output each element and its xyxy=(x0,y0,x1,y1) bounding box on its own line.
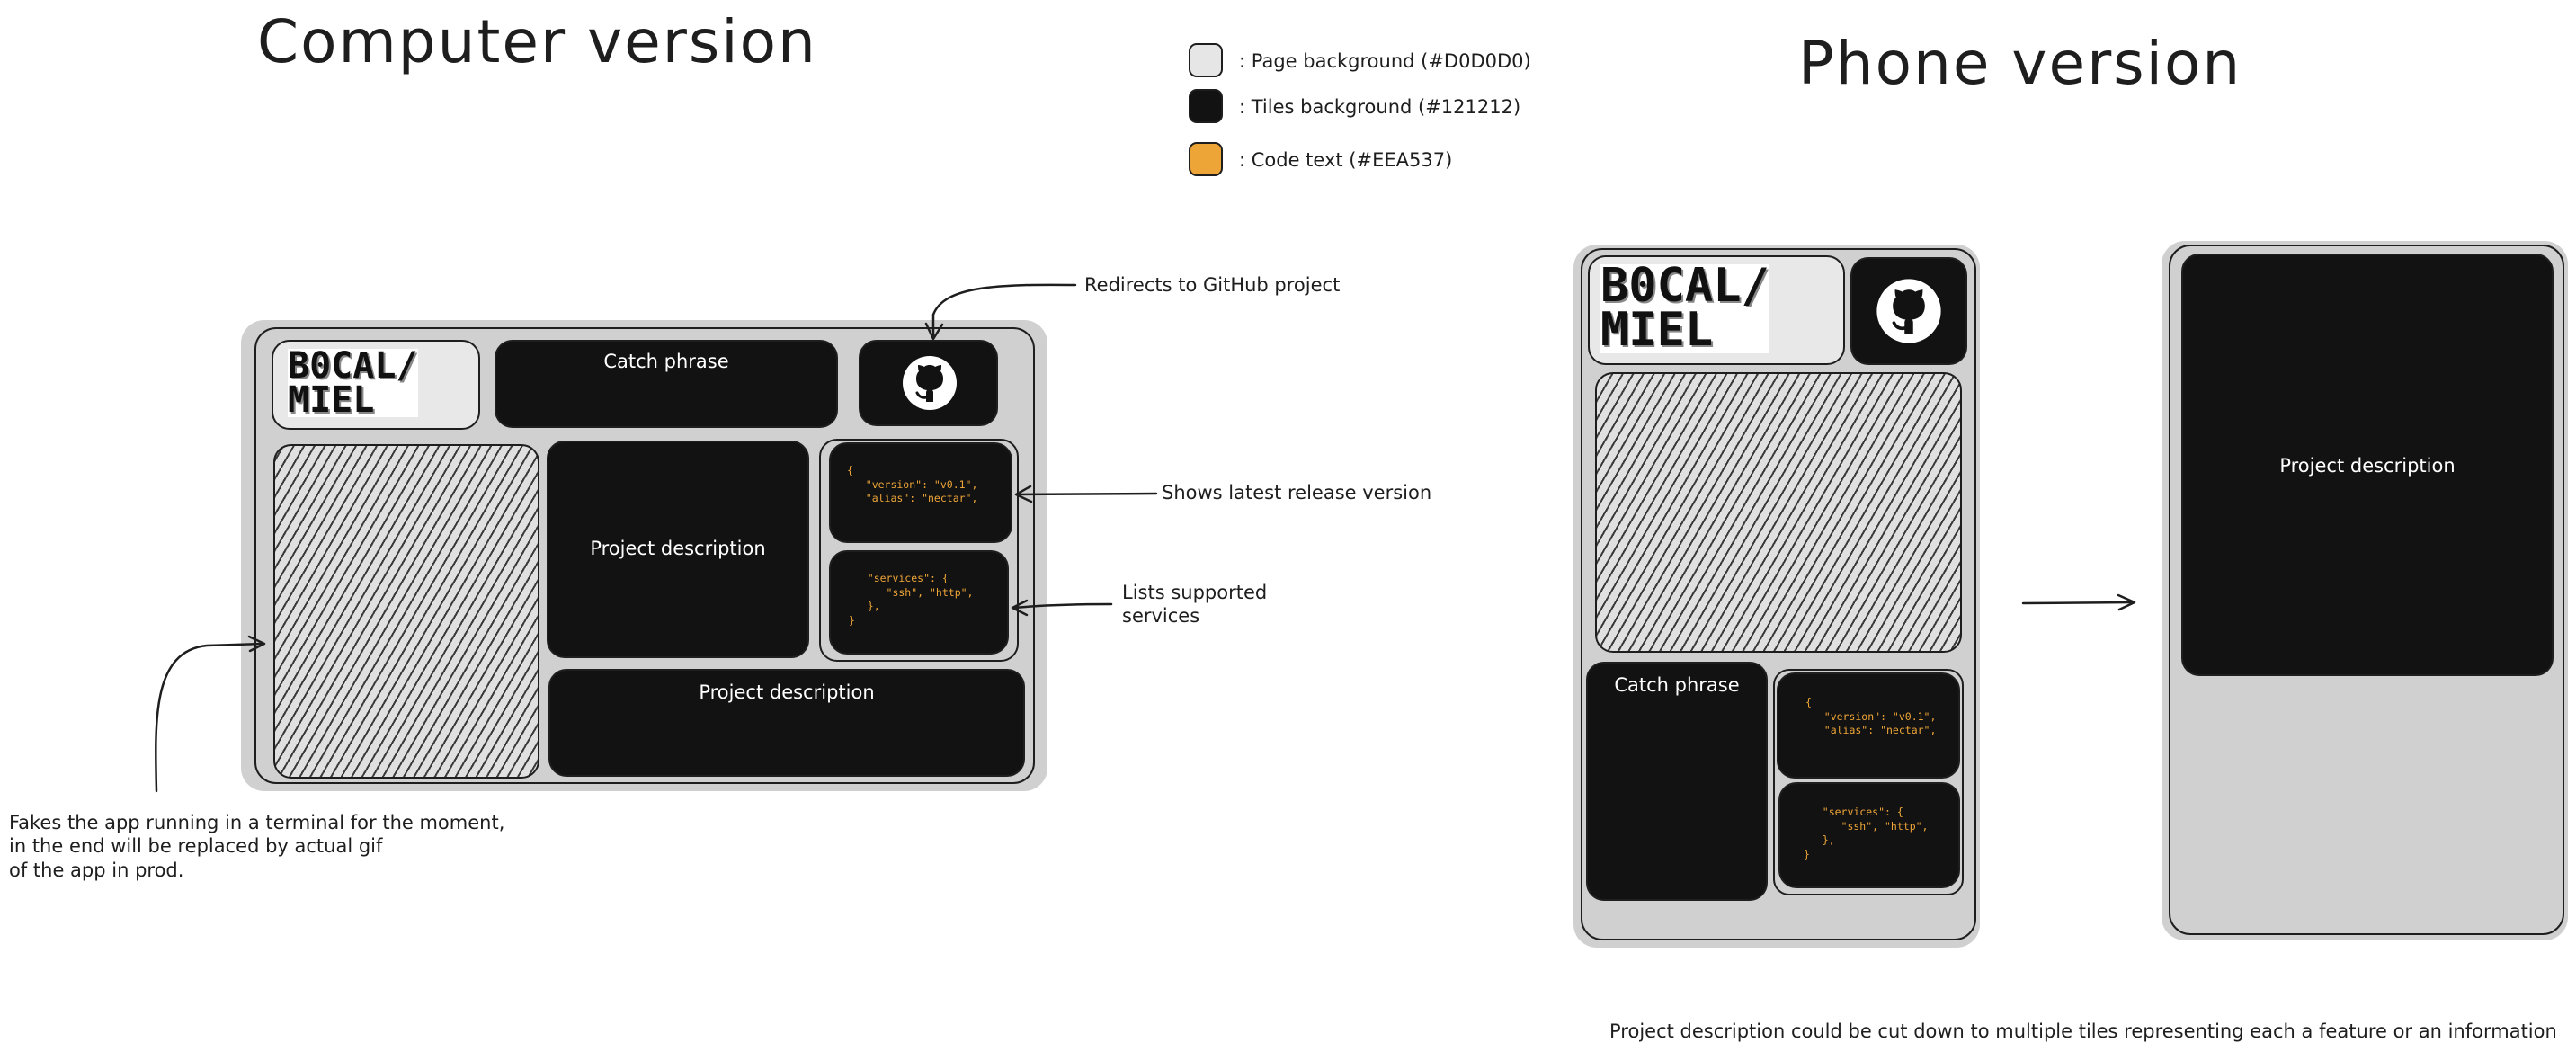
phone-version-tile: { "version": "v0.1", "alias": "nectar", xyxy=(1777,672,1960,779)
annotation-github: Redirects to GitHub project xyxy=(1084,274,1341,296)
phone-logo: B0CAL/ MIEL xyxy=(1600,259,1769,358)
annotation-version: Shows latest release version xyxy=(1162,482,1432,503)
computer-logo-tile: B0CAL/ MIEL xyxy=(272,340,480,430)
computer-version-tile: { "version": "v0.1", "alias": "nectar", xyxy=(829,442,1012,543)
github-arrowhead xyxy=(924,322,944,341)
phone-version-heading: Phone version xyxy=(1798,29,2242,98)
phone-page-outline xyxy=(1581,248,1976,940)
computer-project-description-bottom-tile: Project description xyxy=(548,669,1025,777)
github-icon xyxy=(903,356,957,410)
github-icon xyxy=(1876,279,1941,343)
version-code: { "version": "v0.1", "alias": "nectar", xyxy=(847,464,978,505)
computer-project-description-tile: Project description xyxy=(547,441,809,658)
phone-services-code: "services": { "ssh", "http", }, } xyxy=(1804,806,1929,860)
computer-catch-phrase-tile: Catch phrase xyxy=(495,340,838,428)
phone-catch-phrase-tile: Catch phrase xyxy=(1586,662,1768,901)
legend-label-page-background: : Page background (#D0D0D0) xyxy=(1239,50,1531,72)
project-description-label: Project description xyxy=(590,538,766,559)
legend-label-code-text: : Code text (#EEA537) xyxy=(1239,149,1453,171)
services-arrowhead xyxy=(1011,599,1029,617)
computer-github-tile[interactable] xyxy=(859,340,998,426)
phone-expanded-outline xyxy=(2169,245,2564,935)
computer-page-outline xyxy=(254,327,1035,784)
terminal-arrow xyxy=(155,642,264,793)
computer-services-tile: "services": { "ssh", "http", }, } xyxy=(829,550,1009,655)
phone-transition-arrowhead xyxy=(2117,593,2136,611)
phone-transition-arrow xyxy=(2021,601,2135,605)
computer-info-group xyxy=(819,439,1019,662)
computer-version-heading: Computer version xyxy=(257,7,817,76)
phone-info-group xyxy=(1773,669,1964,895)
phone-version-code: { "version": "v0.1", "alias": "nectar", xyxy=(1805,696,1937,737)
legend-swatch-code-text xyxy=(1189,142,1223,176)
github-arrow xyxy=(931,283,1077,339)
annotation-services: Lists supported services xyxy=(1122,582,1268,628)
terminal-arrowhead xyxy=(247,635,266,653)
services-code: "services": { "ssh", "http", }, } xyxy=(849,572,974,627)
phone-project-description-tile: Project description xyxy=(2181,254,2554,676)
phone-catch-phrase-label: Catch phrase xyxy=(1614,674,1740,696)
phone-services-tile: "services": { "ssh", "http", }, } xyxy=(1778,782,1960,888)
phone-project-description-label: Project description xyxy=(2279,455,2456,477)
legend-swatch-page-background xyxy=(1189,43,1223,77)
catch-phrase-label: Catch phrase xyxy=(603,351,729,372)
project-description-bottom-label: Project description xyxy=(699,681,875,703)
services-arrow xyxy=(1012,602,1113,610)
phone-terminal-placeholder xyxy=(1595,372,1962,653)
computer-terminal-placeholder xyxy=(273,444,539,779)
computer-logo: B0CAL/ MIEL xyxy=(288,345,418,421)
legend-swatch-tiles-background xyxy=(1189,89,1223,123)
legend-label-tiles-background: : Tiles background (#121212) xyxy=(1239,96,1521,118)
phone-github-tile[interactable] xyxy=(1850,257,1967,365)
phone-logo-tile: B0CAL/ MIEL xyxy=(1588,255,1845,365)
annotation-phone-note: Project description could be cut down to… xyxy=(1609,1020,2557,1042)
version-arrowhead xyxy=(1014,485,1033,503)
annotation-terminal: Fakes the app running in a terminal for … xyxy=(9,812,505,881)
